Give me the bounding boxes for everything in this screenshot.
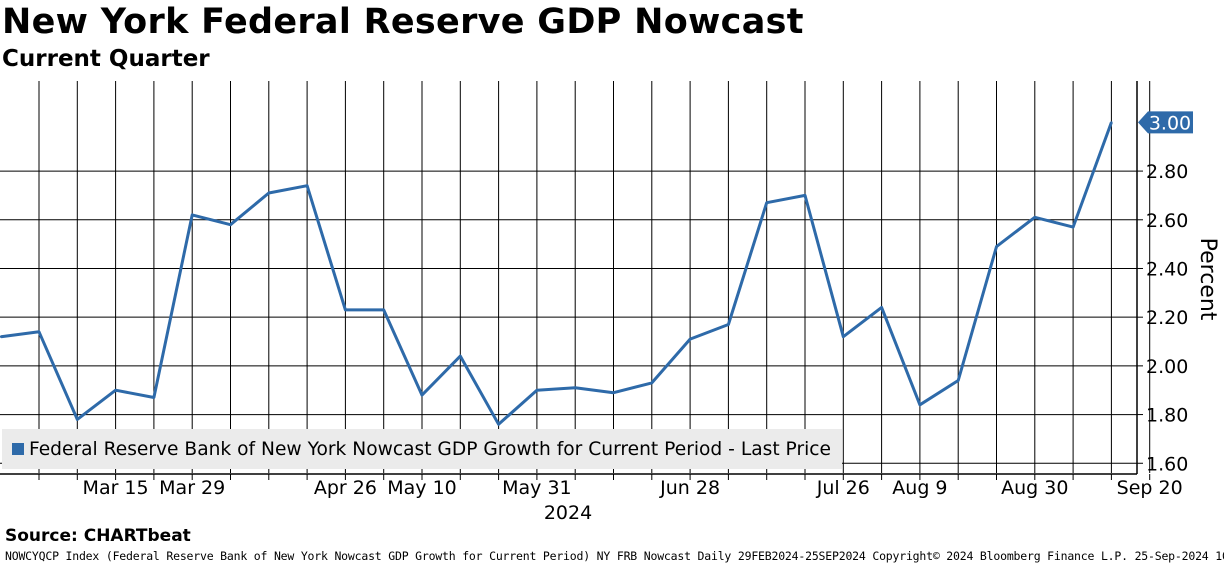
data-point <box>995 245 998 248</box>
data-point <box>842 335 845 338</box>
data-point <box>957 379 960 382</box>
data-point <box>191 213 194 217</box>
data-point <box>688 337 692 341</box>
chart-title: New York Federal Reserve GDP Nowcast <box>2 2 804 42</box>
y-tick-label: 2.80 <box>1146 161 1188 183</box>
y-tick-label: 2.20 <box>1146 307 1188 329</box>
data-point <box>37 330 41 333</box>
data-point <box>229 223 232 226</box>
x-tick-label: Mar 15 <box>83 477 149 499</box>
data-point <box>76 418 79 421</box>
chart-subtitle: Current Quarter <box>2 46 210 72</box>
data-point <box>305 184 309 187</box>
y-tick-label: 1.60 <box>1146 453 1188 475</box>
data-point <box>420 393 424 397</box>
x-tick-label: Aug 9 <box>892 477 947 499</box>
x-tick-label: May 10 <box>387 477 457 499</box>
data-point <box>1071 225 1075 229</box>
legend-swatch <box>12 443 24 455</box>
x-tick-label: Jul 26 <box>816 477 870 499</box>
data-point <box>114 389 117 392</box>
data-point <box>459 354 462 358</box>
last-price-badge <box>1138 111 1193 134</box>
data-point <box>1110 121 1113 124</box>
x-axis-year-label: 2024 <box>544 502 592 524</box>
x-tick-label: Jun 28 <box>659 477 720 499</box>
y-tick-label: 2.60 <box>1146 210 1188 232</box>
x-tick-label: Aug 30 <box>1001 477 1068 499</box>
last-price-label: 3.00 <box>1149 112 1191 134</box>
data-point <box>344 308 347 312</box>
source-note: Source: CHARTbeat <box>5 526 191 546</box>
series-line <box>0 121 1113 426</box>
data-point <box>267 191 270 195</box>
footer-note: NOWCYQCP Index (Federal Reserve Bank of … <box>5 549 1224 563</box>
x-tick-label: Apr 26 <box>314 477 377 499</box>
data-point <box>727 323 730 326</box>
data-point <box>803 194 807 197</box>
data-point <box>382 308 385 312</box>
data-point <box>574 386 577 389</box>
data-point <box>152 396 156 399</box>
data-point <box>612 391 615 394</box>
x-tick-label: Sep 20 <box>1117 477 1183 499</box>
legend-label: Federal Reserve Bank of New York Nowcast… <box>29 438 831 460</box>
y-axis-title: Percent <box>1195 238 1220 321</box>
data-point <box>880 306 883 309</box>
data-point <box>1033 216 1037 219</box>
x-tick-label: May 31 <box>502 477 572 499</box>
data-point <box>497 423 500 426</box>
y-tick-label: 1.80 <box>1146 405 1188 427</box>
data-point <box>0 335 3 338</box>
data-point <box>918 403 922 407</box>
data-point <box>650 381 653 385</box>
legend-box <box>2 429 842 469</box>
x-tick-label: Mar 29 <box>159 477 225 499</box>
data-point <box>535 389 539 392</box>
y-tick-label: 2.40 <box>1146 258 1188 280</box>
y-tick-label: 2.00 <box>1146 356 1188 378</box>
data-point <box>765 201 768 204</box>
